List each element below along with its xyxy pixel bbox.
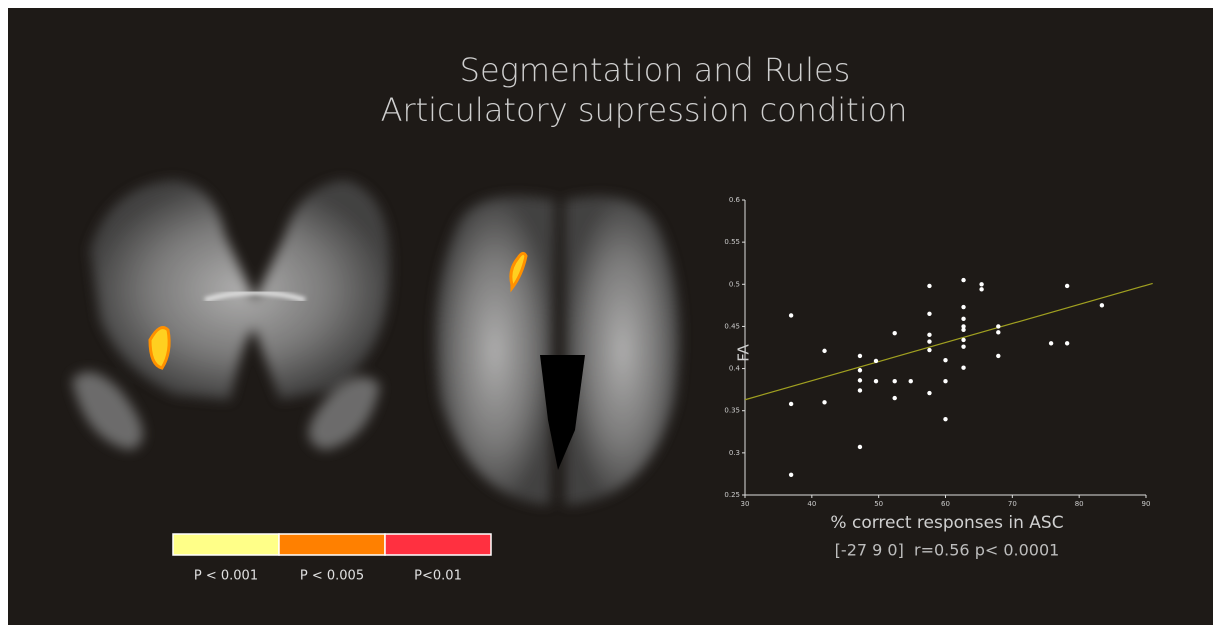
data-point: [996, 330, 1000, 334]
data-point: [927, 348, 931, 352]
colorbar-segment: [279, 534, 385, 555]
data-point: [858, 445, 862, 449]
data-point: [893, 396, 897, 400]
data-point: [979, 287, 983, 291]
colorbar-label: P<0.01: [414, 569, 462, 584]
colorbar-segment: [385, 534, 491, 555]
colorbar-segment: [173, 534, 279, 555]
data-point: [874, 379, 878, 383]
data-point: [927, 333, 931, 337]
data-point: [822, 400, 826, 404]
activation-blob: [150, 328, 169, 368]
data-point: [961, 328, 965, 332]
data-point: [858, 388, 862, 392]
data-point: [874, 359, 878, 363]
data-point: [979, 282, 983, 286]
colorbar-label: P < 0.001: [194, 569, 258, 584]
x-tick-label: 30: [741, 500, 750, 508]
page: {"chart_data": {"type": "scatter", "titl…: [0, 0, 1221, 633]
data-point: [789, 473, 793, 477]
x-tick-label: 40: [807, 500, 816, 508]
data-point: [996, 324, 1000, 328]
y-tick-label: 0.35: [724, 407, 740, 415]
x-tick-label: 70: [1008, 500, 1017, 508]
data-point: [1065, 341, 1069, 345]
data-point: [858, 368, 862, 372]
x-axis-label: % correct responses in ASC: [830, 513, 1063, 533]
data-point: [909, 379, 913, 383]
y-tick-label: 0.6: [729, 196, 741, 204]
data-point: [1100, 303, 1104, 307]
y-axis-label: FA: [735, 344, 753, 362]
y-tick-label: 0.4: [729, 365, 741, 373]
slide-subtitle: Articulatory supression condition: [381, 91, 908, 129]
data-point: [961, 305, 965, 309]
data-point: [893, 379, 897, 383]
colorbar-label: P < 0.005: [300, 569, 364, 584]
data-point: [893, 331, 897, 335]
x-tick-label: 60: [941, 500, 950, 508]
data-point: [961, 338, 965, 342]
data-point: [789, 313, 793, 317]
x-tick-label: 80: [1075, 500, 1084, 508]
x-tick-label: 50: [874, 500, 883, 508]
slide-title: Segmentation and Rules: [460, 51, 851, 89]
x-tick-label: 90: [1142, 500, 1151, 508]
data-point: [927, 284, 931, 288]
data-point: [961, 366, 965, 370]
y-tick-label: 0.45: [724, 322, 740, 330]
data-point: [961, 317, 965, 321]
data-point: [927, 339, 931, 343]
slide: Segmentation and Rules Articulatory supr…: [0, 0, 1221, 633]
data-point: [927, 312, 931, 316]
y-tick-label: 0.3: [729, 449, 740, 457]
y-tick-label: 0.55: [724, 238, 740, 246]
data-point: [1049, 341, 1053, 345]
y-tick-label: 0.5: [729, 280, 740, 288]
data-point: [943, 379, 947, 383]
data-point: [927, 391, 931, 395]
data-point: [822, 349, 826, 353]
data-point: [1065, 284, 1069, 288]
data-point: [943, 358, 947, 362]
data-point: [961, 344, 965, 348]
data-point: [789, 402, 793, 406]
data-point: [943, 417, 947, 421]
data-point: [996, 354, 1000, 358]
y-tick-label: 0.25: [724, 491, 740, 499]
data-point: [858, 378, 862, 382]
data-point: [961, 278, 965, 282]
data-point: [858, 354, 862, 358]
stats-annotation: [-27 9 0] r=0.56 p< 0.0001: [835, 541, 1060, 560]
